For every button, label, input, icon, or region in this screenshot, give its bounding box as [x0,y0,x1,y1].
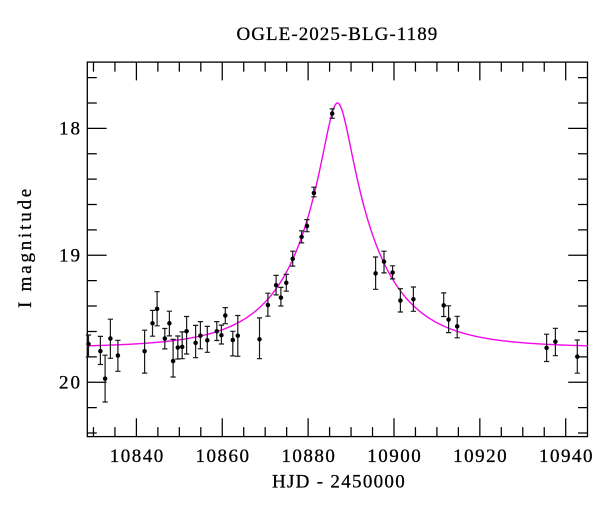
svg-text:OGLE-2025-BLG-1189: OGLE-2025-BLG-1189 [236,24,438,45]
svg-text:I magnitude: I magnitude [15,186,36,308]
svg-text:20: 20 [59,373,82,394]
svg-text:10920: 10920 [453,446,508,467]
svg-text:HJD - 2450000: HJD - 2450000 [272,472,406,493]
svg-text:10840: 10840 [110,446,165,467]
svg-text:10900: 10900 [367,446,422,467]
svg-text:10860: 10860 [196,446,251,467]
svg-text:10880: 10880 [281,446,336,467]
svg-text:19: 19 [59,246,82,267]
svg-text:18: 18 [59,119,82,140]
svg-text:10940: 10940 [539,446,594,467]
